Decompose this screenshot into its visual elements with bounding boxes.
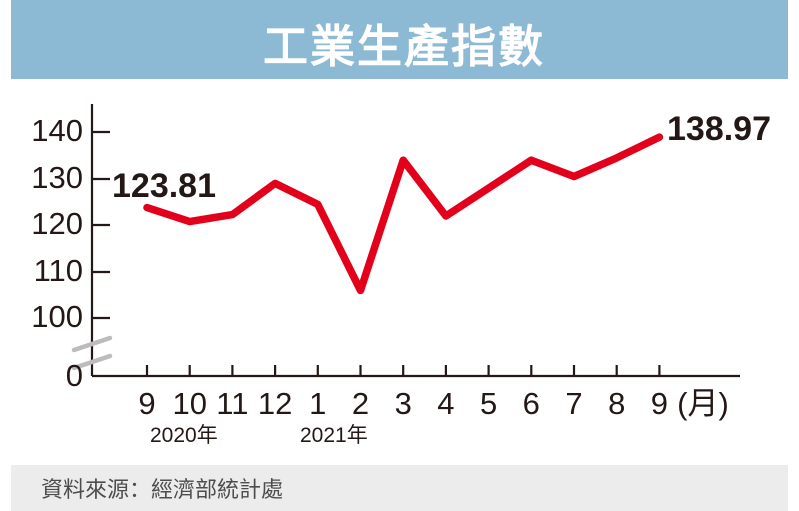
svg-text:123.81: 123.81 xyxy=(112,167,216,205)
svg-text:5: 5 xyxy=(480,386,497,421)
svg-text:130: 130 xyxy=(31,160,83,195)
svg-text:12: 12 xyxy=(258,386,292,421)
svg-text:1: 1 xyxy=(309,386,326,421)
svg-text:(月): (月) xyxy=(677,386,729,421)
svg-text:110: 110 xyxy=(34,253,83,288)
svg-text:10: 10 xyxy=(172,386,206,421)
svg-text:9: 9 xyxy=(138,386,155,421)
svg-text:100: 100 xyxy=(31,299,83,334)
svg-text:9: 9 xyxy=(651,386,668,421)
svg-text:138.97: 138.97 xyxy=(667,110,771,148)
svg-text:11: 11 xyxy=(216,386,248,421)
svg-text:6: 6 xyxy=(523,386,540,421)
svg-text:0: 0 xyxy=(66,358,83,393)
svg-text:3: 3 xyxy=(395,386,412,421)
svg-text:8: 8 xyxy=(608,386,625,421)
svg-text:2021年: 2021年 xyxy=(300,424,368,447)
svg-text:120: 120 xyxy=(31,206,83,241)
svg-text:140: 140 xyxy=(31,113,83,148)
svg-text:2: 2 xyxy=(352,386,369,421)
svg-text:7: 7 xyxy=(565,386,582,421)
svg-text:2020年: 2020年 xyxy=(150,424,218,447)
svg-text:4: 4 xyxy=(437,386,454,421)
